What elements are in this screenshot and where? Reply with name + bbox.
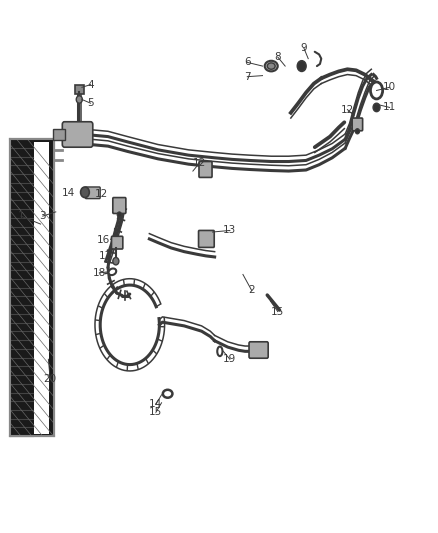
Text: 2: 2 [248, 285, 255, 295]
Ellipse shape [371, 82, 383, 99]
Text: 12: 12 [193, 158, 206, 168]
Bar [10, 139, 53, 436]
FancyBboxPatch shape [198, 230, 214, 247]
FancyBboxPatch shape [85, 187, 100, 199]
Text: 17: 17 [99, 251, 113, 261]
Text: 20: 20 [43, 374, 57, 384]
Text: 14: 14 [62, 188, 75, 198]
Circle shape [117, 212, 121, 217]
Text: 6: 6 [244, 58, 251, 67]
FancyBboxPatch shape [249, 342, 268, 358]
Ellipse shape [109, 269, 116, 275]
Text: 3: 3 [39, 211, 46, 221]
Text: 4: 4 [87, 79, 94, 90]
Ellipse shape [217, 346, 223, 356]
FancyBboxPatch shape [352, 118, 363, 131]
FancyBboxPatch shape [112, 236, 123, 249]
FancyBboxPatch shape [62, 122, 93, 147]
Text: 13: 13 [223, 225, 237, 236]
Text: 7: 7 [244, 71, 251, 82]
Ellipse shape [265, 61, 278, 71]
Text: 12: 12 [95, 189, 108, 199]
Text: 1: 1 [18, 211, 24, 221]
Text: 19: 19 [223, 354, 237, 364]
Ellipse shape [267, 63, 275, 69]
Text: 16: 16 [97, 235, 110, 245]
FancyBboxPatch shape [113, 198, 126, 214]
Text: 12: 12 [341, 104, 354, 115]
Text: 9: 9 [300, 43, 307, 53]
Circle shape [373, 103, 380, 112]
Text: 15: 15 [271, 306, 284, 317]
Text: 8: 8 [275, 52, 281, 62]
Text: 11: 11 [383, 102, 396, 112]
Text: 10: 10 [383, 82, 396, 92]
Text: 18: 18 [93, 268, 106, 278]
Bar [53, 128, 65, 140]
Circle shape [297, 61, 306, 71]
Circle shape [113, 257, 119, 265]
Circle shape [81, 187, 89, 198]
Circle shape [76, 96, 82, 103]
Ellipse shape [163, 390, 173, 398]
Bar [74, 85, 84, 94]
Bar [34, 142, 49, 433]
FancyBboxPatch shape [199, 161, 212, 177]
Text: 5: 5 [87, 98, 94, 108]
Circle shape [355, 128, 360, 134]
Text: 15: 15 [149, 407, 162, 417]
Text: 14: 14 [149, 399, 162, 409]
